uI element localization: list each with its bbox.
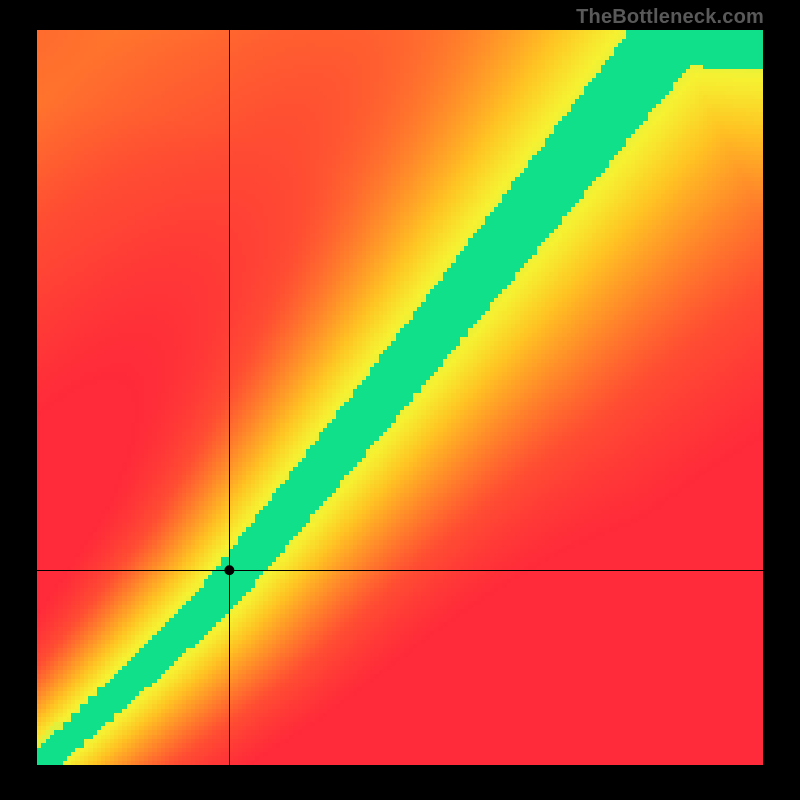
heatmap-plot bbox=[37, 30, 763, 765]
chart-container: TheBottleneck.com bbox=[0, 0, 800, 800]
heatmap-canvas bbox=[37, 30, 763, 765]
watermark-text: TheBottleneck.com bbox=[576, 6, 764, 29]
